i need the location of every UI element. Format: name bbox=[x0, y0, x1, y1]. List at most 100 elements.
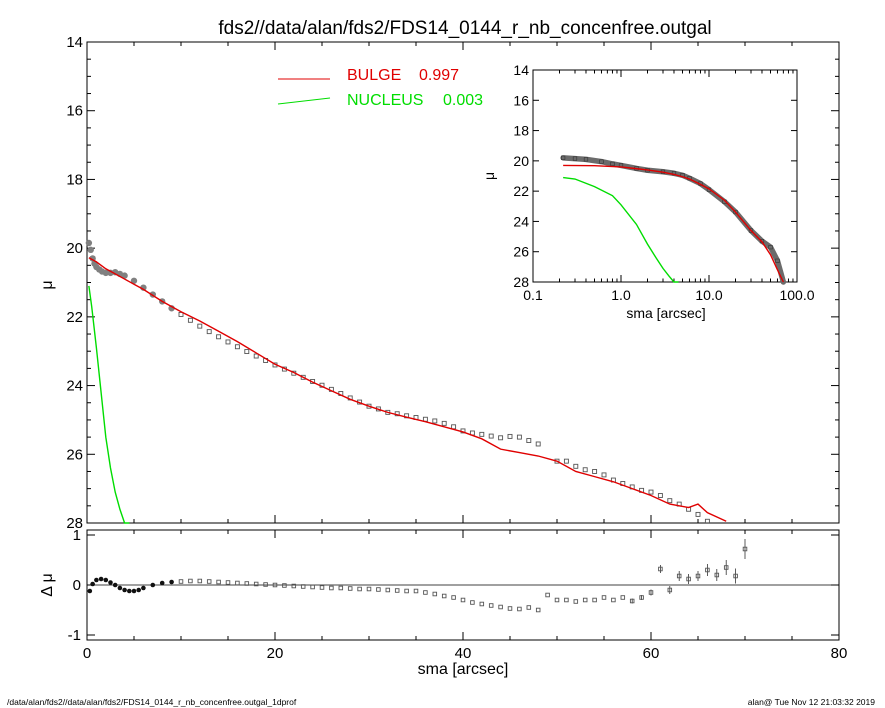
main-nucleus-line bbox=[88, 285, 130, 524]
residual-point bbox=[451, 595, 456, 600]
main-data-point bbox=[573, 463, 579, 469]
residual-point bbox=[253, 581, 259, 587]
x-tick-label: 20 bbox=[267, 645, 284, 662]
residual-point bbox=[272, 582, 278, 588]
residual-point bbox=[404, 588, 409, 594]
residual-point bbox=[611, 597, 616, 603]
main-data-point bbox=[498, 435, 504, 441]
residual-point bbox=[178, 579, 184, 584]
residual-point bbox=[620, 595, 626, 600]
main-data-point bbox=[535, 441, 541, 447]
inset-data-point bbox=[775, 258, 780, 263]
residual-point bbox=[112, 582, 118, 588]
inset-nucleus-line bbox=[563, 176, 679, 283]
main-data-point bbox=[592, 469, 598, 474]
main-data-point bbox=[441, 420, 447, 426]
residual-point bbox=[188, 578, 193, 584]
inset-y-tick-label: 16 bbox=[513, 92, 529, 108]
residual-point bbox=[169, 579, 174, 585]
main-y-tick-label: 26 bbox=[66, 446, 83, 463]
residual-point bbox=[87, 588, 93, 594]
footer-path: /data/alan/fds2//data/alan/fds2/FDS14_01… bbox=[7, 697, 297, 707]
residual-point bbox=[117, 585, 123, 591]
residual-point bbox=[723, 565, 729, 570]
inset-y-tick-label: 20 bbox=[513, 153, 529, 169]
residual-point bbox=[460, 597, 466, 603]
residual-point bbox=[310, 584, 315, 590]
residual-point bbox=[216, 579, 221, 585]
residual-point bbox=[676, 573, 682, 579]
residual-point bbox=[695, 573, 701, 579]
inset-data-point bbox=[599, 159, 604, 164]
residual-point bbox=[582, 597, 588, 603]
main-data-point bbox=[648, 489, 654, 495]
residual-point bbox=[733, 573, 738, 579]
legend: BULGE 0.997 NUCLEUS 0.003 bbox=[277, 67, 483, 109]
residual-point bbox=[686, 576, 691, 582]
residual-point bbox=[127, 588, 132, 594]
residual-point bbox=[554, 597, 560, 603]
residual-y-tick-label: 0 bbox=[73, 577, 81, 594]
main-data-point bbox=[253, 353, 259, 359]
residual-point bbox=[329, 585, 334, 591]
residual-point bbox=[282, 583, 287, 588]
residual-point bbox=[122, 587, 127, 593]
residual-point bbox=[347, 586, 353, 591]
main-data-point bbox=[206, 329, 212, 335]
residual-point bbox=[385, 587, 391, 593]
residual-point bbox=[141, 585, 146, 591]
residual-point bbox=[291, 583, 297, 589]
inset-data-point bbox=[768, 245, 773, 250]
main-data-point bbox=[300, 374, 306, 380]
x-tick-label: 40 bbox=[455, 645, 472, 662]
residual-point bbox=[658, 566, 663, 572]
residual-point bbox=[601, 595, 607, 600]
residual-point bbox=[376, 587, 381, 592]
main-data-point bbox=[526, 438, 532, 443]
residual-point bbox=[488, 603, 494, 608]
residual-point bbox=[90, 581, 95, 587]
main-profile-panel: 14 16 18 20 22 24 26 28 μ bbox=[39, 34, 840, 532]
inset-y-tick-label: 22 bbox=[513, 183, 529, 199]
main-data-point bbox=[102, 269, 110, 277]
residual-point bbox=[197, 578, 203, 584]
main-data-point bbox=[121, 272, 128, 279]
x-tick-label: 80 bbox=[831, 645, 848, 662]
residual-y-axis-label: Δ μ bbox=[39, 573, 56, 596]
main-data-point bbox=[225, 339, 231, 345]
inset-x-axis-label: sma [arcsec] bbox=[626, 305, 705, 321]
inset-data-point bbox=[572, 156, 578, 161]
residual-point bbox=[150, 582, 156, 588]
residual-point bbox=[441, 593, 447, 599]
residual-point bbox=[742, 546, 748, 552]
inset-y-tick-label: 24 bbox=[513, 213, 529, 229]
residual-point bbox=[338, 585, 344, 591]
residual-point bbox=[592, 597, 597, 603]
inset-data-point bbox=[561, 155, 566, 160]
residual-point bbox=[131, 588, 137, 594]
residual-point bbox=[545, 592, 550, 598]
residual-point bbox=[413, 588, 419, 594]
main-data-point bbox=[234, 344, 240, 350]
main-data-point bbox=[488, 433, 494, 439]
inset-y-axis-label: μ bbox=[481, 172, 497, 180]
inset-x-tick-label: 0.1 bbox=[523, 287, 543, 303]
main-y-tick-label: 22 bbox=[66, 309, 83, 326]
inset-data-point bbox=[583, 157, 589, 162]
residual-point bbox=[319, 585, 325, 590]
main-data-point bbox=[107, 269, 114, 277]
main-data-point bbox=[432, 418, 438, 424]
residual-point bbox=[225, 580, 231, 585]
residual-point bbox=[498, 604, 503, 610]
inset-data-point bbox=[748, 228, 754, 233]
main-data-point bbox=[516, 434, 522, 440]
inset-y-tick-label: 28 bbox=[513, 274, 529, 290]
main-data-point bbox=[451, 424, 457, 430]
inset-y-tick-label: 14 bbox=[513, 62, 529, 78]
main-data-point bbox=[87, 246, 94, 254]
footer-timestamp: alan@ Tue Nov 12 21:03:32 2019 bbox=[748, 697, 876, 707]
main-data-point bbox=[130, 277, 138, 284]
inset-bulge-line bbox=[563, 164, 784, 283]
residual-point bbox=[244, 581, 250, 586]
